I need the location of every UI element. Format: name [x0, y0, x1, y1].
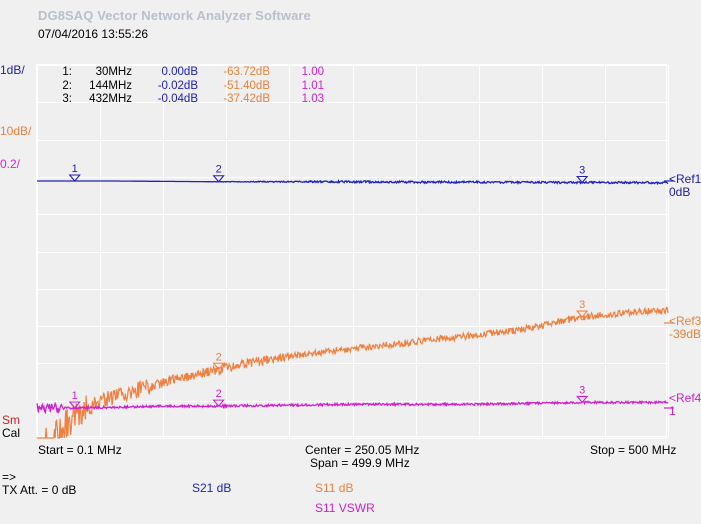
marker-cell-s21_db: 0.00dB	[161, 66, 198, 78]
scale-s21-per-div[interactable]: 1dB/	[0, 63, 25, 77]
svg-text:3: 3	[579, 299, 585, 311]
marker-cell-freq: 30MHz	[95, 66, 132, 78]
marker-readout-table: 1: 30MHz 0.00dB -63.72dB 1.00 2: 144MHz -0.02dB…	[60, 66, 324, 107]
ref1-value: 0dB	[669, 185, 691, 199]
marker-cell-s21_db: -0.02dB	[157, 79, 198, 92]
marker-vswr-2[interactable]: 2	[212, 388, 225, 407]
marker-s21-2[interactable]: 2	[212, 164, 225, 183]
marker-table: 1: 30MHz 0.00dB -63.72dB 1.00 2: 144MHz -0.02dB…	[60, 66, 324, 107]
scale-s11-per-div[interactable]: 10dB/	[0, 124, 32, 138]
tx-attenuation-label[interactable]: TX Att. = 0 dB	[2, 483, 77, 497]
trace-s21	[37, 179, 669, 186]
smoothing-indicator[interactable]: Sm	[2, 413, 20, 427]
trace-s11-db	[37, 306, 669, 439]
ref1-label[interactable]: <Ref1 0dB	[669, 173, 701, 199]
page-title: DG8SAQ Vector Network Analyzer Software	[38, 8, 311, 23]
marker-s21-3[interactable]: 3	[575, 164, 589, 184]
marker-s11-3[interactable]: 3	[575, 299, 589, 318]
marker-cell-vswr: 1.01	[301, 79, 324, 92]
marker-s21-1[interactable]: 1	[68, 163, 81, 182]
legend-s21[interactable]: S21 dB	[192, 481, 232, 495]
stop-frequency-label[interactable]: Stop = 500 MHz	[590, 443, 677, 457]
svg-text:1: 1	[72, 163, 78, 175]
marker-cell-s11_db: -37.42dB	[223, 93, 270, 105]
svg-text:3: 3	[579, 384, 585, 396]
ref4-value: 1	[669, 404, 676, 418]
plot-area[interactable]: 1 1 2 2 3 3 2 3	[36, 64, 674, 439]
marker-cell-s11_db: -51.40dB	[223, 79, 270, 92]
marker-cell-vswr: 1.03	[301, 93, 324, 105]
table-row[interactable]: 2: 144MHz -0.02dB -51.40dB 1.01	[60, 80, 324, 94]
trace-s11-vswr	[36, 399, 669, 415]
svg-text:2: 2	[216, 388, 222, 400]
svg-text:2: 2	[216, 164, 222, 176]
svg-text:2: 2	[216, 351, 222, 363]
plot-canvas: 1 1 2 2 3 3 2 3	[36, 65, 674, 439]
table-row[interactable]: 1: 30MHz 0.00dB -63.72dB 1.00	[60, 66, 324, 80]
marker-cell-freq: 144MHz	[89, 79, 132, 92]
marker-vswr-3[interactable]: 3	[575, 384, 589, 404]
start-frequency-label[interactable]: Start = 0.1 MHz	[38, 443, 122, 457]
grid-lines	[37, 65, 669, 439]
ref4-label[interactable]: <Ref4 1	[669, 392, 701, 418]
table-row[interactable]: 3: 432MHz -0.04dB -37.42dB 1.03	[60, 93, 324, 107]
marker-cell-vswr: 1.00	[301, 66, 324, 78]
ref3-name: <Ref3	[669, 314, 701, 328]
marker-cell-s21_db: -0.04dB	[157, 93, 198, 105]
ref4-name: <Ref4	[669, 391, 701, 405]
ref3-value: -39dB	[669, 327, 701, 341]
datetime-label: 07/04/2016 13:55:26	[38, 27, 149, 41]
marker-cell-freq: 432MHz	[89, 93, 132, 105]
span-frequency-label[interactable]: Span = 499.9 MHz	[310, 456, 410, 470]
scale-vswr-per-div[interactable]: 0.2/	[0, 157, 21, 171]
marker-s11-2[interactable]: 2	[212, 351, 225, 371]
center-frequency-label[interactable]: Center = 250.05 MHz	[305, 443, 420, 457]
marker-cell-idx: 3:	[62, 93, 72, 105]
prompt-arrow-icon: =>	[2, 470, 17, 484]
legend-s11-vswr[interactable]: S11 VSWR	[315, 501, 375, 515]
calibration-indicator[interactable]: Cal	[2, 426, 21, 440]
marker-cell-s11_db: -63.72dB	[223, 66, 270, 78]
svg-text:1: 1	[72, 390, 78, 402]
marker-cell-idx: 2:	[62, 79, 72, 92]
ref3-label[interactable]: <Ref3 -39dB	[669, 315, 701, 341]
ref1-name: <Ref1	[669, 172, 701, 186]
ref-leader-lines	[664, 180, 674, 409]
marker-cell-idx: 1:	[62, 66, 72, 78]
marker-vswr-1[interactable]: 1	[68, 390, 81, 409]
legend-s11-db[interactable]: S11 dB	[315, 481, 354, 495]
svg-text:3: 3	[579, 164, 585, 176]
